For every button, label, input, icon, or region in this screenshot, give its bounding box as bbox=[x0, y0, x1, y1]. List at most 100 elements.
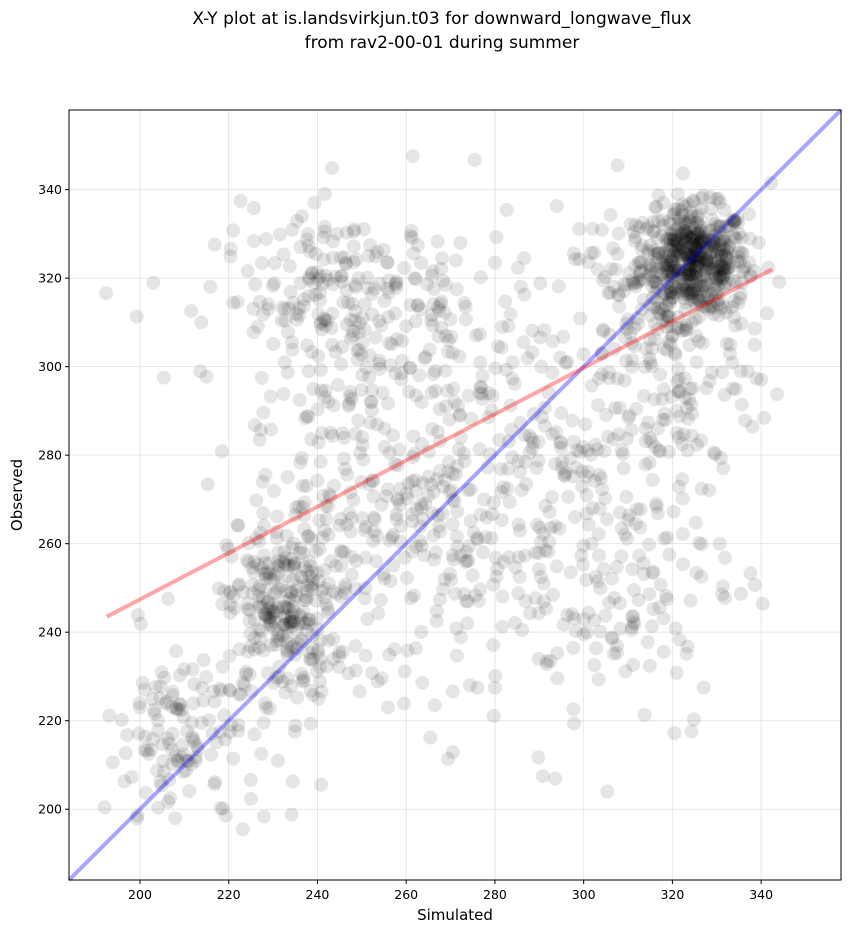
x-tick-label: 260 bbox=[394, 887, 418, 902]
data-point bbox=[292, 393, 307, 408]
data-point bbox=[667, 202, 682, 217]
data-point bbox=[683, 230, 698, 245]
data-point bbox=[319, 597, 334, 612]
data-point bbox=[332, 645, 347, 660]
data-point bbox=[367, 512, 382, 527]
data-point bbox=[285, 335, 299, 350]
data-point bbox=[683, 593, 698, 608]
data-point bbox=[737, 259, 752, 274]
data-point bbox=[181, 753, 196, 768]
data-point bbox=[314, 322, 329, 337]
data-point bbox=[306, 382, 321, 396]
data-point bbox=[272, 633, 287, 647]
data-point bbox=[219, 538, 234, 553]
data-point bbox=[681, 263, 696, 277]
data-point bbox=[287, 724, 302, 739]
data-point bbox=[256, 405, 271, 420]
data-point bbox=[261, 594, 276, 609]
data-point bbox=[412, 368, 427, 383]
data-point bbox=[731, 245, 746, 260]
data-point bbox=[438, 473, 452, 488]
data-point bbox=[377, 571, 392, 586]
data-point bbox=[256, 506, 271, 521]
data-point bbox=[486, 495, 501, 510]
data-point bbox=[733, 254, 747, 269]
data-point bbox=[264, 600, 279, 615]
data-point bbox=[674, 240, 689, 255]
data-point bbox=[202, 713, 216, 727]
data-point bbox=[673, 217, 688, 232]
data-point bbox=[348, 581, 363, 596]
data-point bbox=[674, 271, 689, 286]
data-point bbox=[346, 255, 361, 270]
data-point bbox=[553, 435, 568, 449]
y-tick-label: 220 bbox=[38, 713, 62, 728]
data-point bbox=[687, 253, 702, 267]
data-point bbox=[712, 259, 727, 274]
data-point bbox=[390, 491, 405, 506]
data-point bbox=[418, 496, 433, 511]
data-point bbox=[269, 531, 284, 546]
data-point bbox=[592, 467, 607, 482]
data-point bbox=[664, 253, 679, 268]
data-point bbox=[708, 228, 723, 243]
data-point bbox=[345, 328, 360, 343]
data-point bbox=[728, 318, 743, 333]
x-axis-label: Simulated bbox=[417, 906, 493, 924]
data-point bbox=[457, 587, 472, 602]
data-point bbox=[355, 310, 370, 325]
data-point bbox=[676, 427, 691, 442]
data-point bbox=[364, 395, 379, 410]
data-point bbox=[531, 750, 546, 765]
data-point bbox=[715, 365, 729, 380]
data-point bbox=[338, 257, 353, 272]
data-point bbox=[321, 527, 336, 542]
data-point bbox=[223, 584, 238, 599]
data-point bbox=[558, 355, 573, 370]
data-point bbox=[696, 269, 711, 284]
data-point bbox=[418, 349, 433, 364]
data-point bbox=[374, 497, 389, 512]
data-point bbox=[233, 194, 248, 208]
data-point bbox=[602, 365, 616, 380]
data-point bbox=[651, 214, 666, 229]
data-point bbox=[723, 337, 738, 352]
data-point bbox=[254, 600, 269, 615]
data-point bbox=[534, 359, 549, 374]
data-point bbox=[699, 252, 714, 267]
data-point bbox=[428, 545, 443, 560]
data-point bbox=[687, 241, 702, 256]
data-point bbox=[603, 285, 618, 300]
data-point bbox=[744, 268, 758, 283]
data-point bbox=[212, 681, 227, 696]
data-point bbox=[348, 277, 363, 292]
data-point bbox=[657, 287, 672, 302]
data-point bbox=[715, 579, 730, 594]
data-point bbox=[682, 230, 697, 245]
data-point bbox=[321, 601, 336, 616]
data-point bbox=[581, 605, 596, 620]
data-point bbox=[659, 261, 674, 275]
data-point bbox=[242, 603, 257, 618]
data-point bbox=[617, 373, 632, 388]
data-point bbox=[456, 446, 471, 461]
data-point bbox=[430, 234, 445, 249]
data-point bbox=[317, 224, 332, 239]
data-point bbox=[726, 213, 741, 228]
data-point bbox=[273, 227, 287, 242]
data-point bbox=[247, 233, 261, 248]
data-point bbox=[285, 540, 300, 555]
data-point bbox=[158, 696, 173, 711]
data-point bbox=[397, 664, 412, 679]
data-point bbox=[501, 434, 516, 449]
data-point bbox=[339, 517, 354, 532]
data-point bbox=[258, 696, 273, 711]
data-point bbox=[186, 731, 201, 746]
data-point bbox=[590, 262, 605, 277]
data-point bbox=[692, 294, 707, 309]
data-point bbox=[371, 606, 386, 621]
data-point bbox=[611, 288, 626, 303]
data-point bbox=[551, 279, 566, 294]
data-point bbox=[305, 581, 320, 596]
